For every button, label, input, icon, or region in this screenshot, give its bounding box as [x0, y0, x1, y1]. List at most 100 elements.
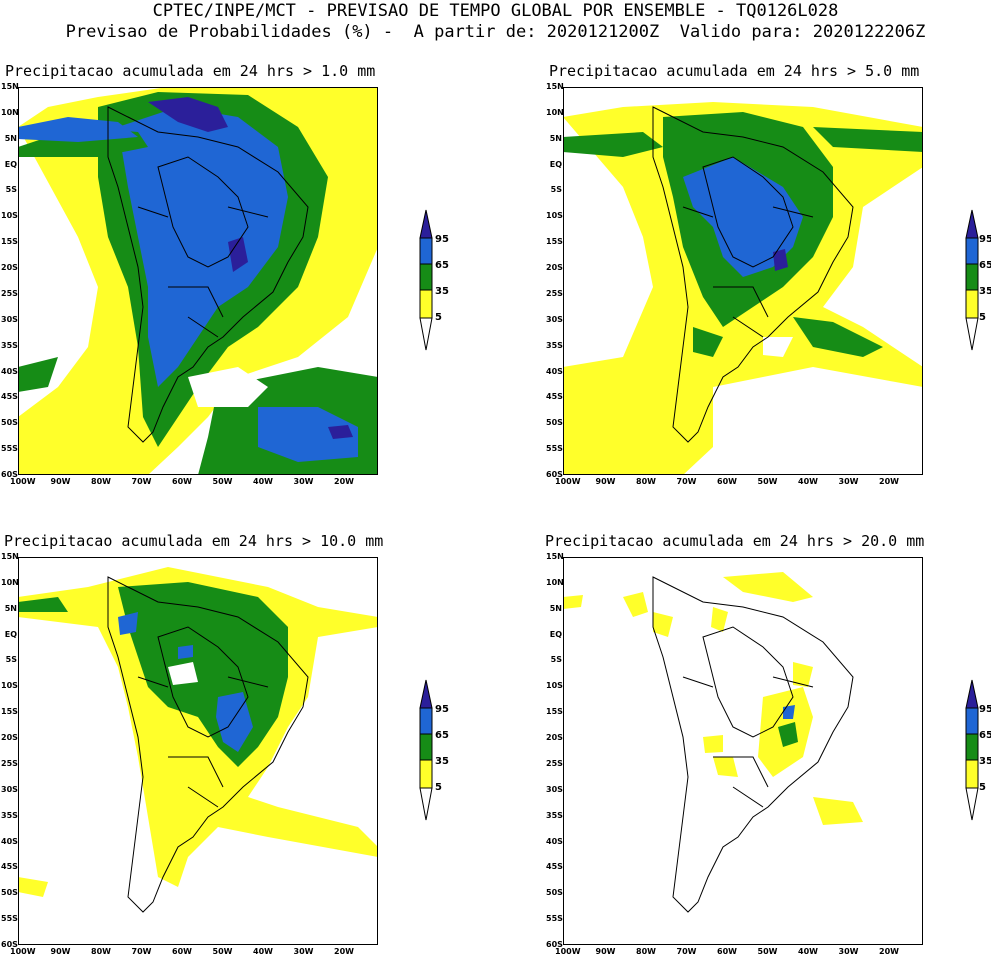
- lon-tick-label: 50W: [212, 947, 233, 956]
- lon-tick-label: 60W: [717, 947, 737, 956]
- lon-tick-label: 70W: [676, 477, 697, 486]
- colorbar-label: 95: [979, 704, 991, 715]
- lat-tick-label: 15N: [546, 82, 564, 91]
- lat-tick-label: 55S: [546, 914, 563, 924]
- lon-tick-label: 20W: [879, 947, 899, 956]
- lat-tick-label: 50S: [546, 888, 563, 898]
- lat-tick-label: 30S: [546, 314, 563, 324]
- colorbar-label: 95: [435, 234, 449, 245]
- lat-tick-label: 40S: [1, 366, 18, 376]
- lat-tick-label: 20S: [1, 733, 18, 743]
- lat-tick-label: 5N: [4, 133, 17, 143]
- lat-tick-label: 60S: [1, 470, 18, 479]
- probability-fill: [563, 572, 863, 825]
- lat-tick-label: 30S: [546, 784, 563, 794]
- lat-tick-label: 35S: [546, 340, 563, 350]
- coastline: [652, 106, 854, 443]
- colorbar-label: 95: [979, 234, 991, 245]
- lat-tick-label: 35S: [546, 810, 563, 820]
- lat-tick-label: 20S: [1, 263, 18, 273]
- lon-tick-label: 80W: [636, 477, 656, 486]
- colorbar-swatch-65: [419, 237, 433, 265]
- map-frame: [563, 87, 923, 475]
- colorbar-label: 5: [979, 782, 986, 793]
- map-panel-1mm: [18, 87, 378, 475]
- lon-tick-label: 20W: [334, 947, 354, 956]
- lat-tick-label: 5S: [5, 655, 17, 665]
- colorbar-label: 5: [435, 312, 442, 323]
- header-subtitle: Previsao de Probabilidades (%) - A parti…: [65, 22, 926, 42]
- lat-tick-label: 5N: [549, 603, 562, 613]
- lat-tick-label: 10N: [1, 107, 19, 117]
- lon-tick-label: 100W: [555, 947, 581, 956]
- panel-title-10mm: Precipitacao acumulada em 24 hrs > 10.0 …: [4, 532, 384, 550]
- lon-tick-label: 80W: [91, 477, 111, 486]
- lon-tick-label: 100W: [10, 947, 36, 956]
- lon-tick-label: 50W: [757, 947, 778, 956]
- colorbar-label: 35: [979, 286, 991, 297]
- colorbar-1: 95 65 35 5: [419, 209, 449, 351]
- map-frame: [18, 87, 378, 475]
- map-panel-5mm: [563, 87, 923, 475]
- map-panel-10mm: [18, 557, 378, 945]
- lat-tick-label: 15N: [1, 82, 19, 91]
- coastline: [652, 576, 854, 913]
- lon-tick-label: 90W: [50, 477, 71, 486]
- colorbar-3: 95 65 35 5: [419, 679, 449, 821]
- lat-tick-label: 5S: [550, 655, 562, 665]
- coastline: [107, 576, 309, 913]
- lat-tick-label: 10S: [1, 681, 18, 691]
- panel-title-5mm: Precipitacao acumulada em 24 hrs > 5.0 m…: [549, 62, 920, 80]
- lat-tick-label: 40S: [1, 836, 18, 846]
- colorbar-label: 5: [979, 312, 986, 323]
- colorbar-swatch-95: [419, 209, 433, 239]
- panel-title-20mm: Precipitacao acumulada em 24 hrs > 20.0 …: [545, 532, 925, 550]
- lat-tick-label: 15N: [1, 552, 19, 561]
- lon-tick-label: 80W: [91, 947, 111, 956]
- lon-tick-label: 60W: [717, 477, 737, 486]
- probability-fill: [18, 87, 378, 475]
- probability-fill: [563, 102, 923, 475]
- lat-tick-label: EQ: [4, 159, 17, 169]
- lat-tick-label: 5S: [5, 185, 17, 195]
- lat-tick-label: 10S: [1, 211, 18, 221]
- lat-tick-label: 35S: [1, 810, 18, 820]
- coastline: [107, 106, 309, 443]
- lat-tick-label: 15S: [1, 237, 18, 247]
- map-frame: [18, 557, 378, 945]
- lon-tick-label: 30W: [293, 947, 314, 956]
- lon-tick-label: 20W: [334, 477, 354, 486]
- lon-tick-label: 40W: [798, 947, 818, 956]
- lat-tick-label: 5S: [550, 185, 562, 195]
- lat-tick-label: 60S: [546, 470, 563, 479]
- lat-tick-label: 15S: [546, 707, 563, 717]
- map-panel-20mm: [563, 557, 923, 945]
- colorbar-label: 65: [435, 260, 449, 271]
- lon-tick-label: 100W: [10, 477, 36, 486]
- lat-tick-label: 45S: [546, 392, 563, 402]
- colorbar-label: 95: [435, 704, 449, 715]
- colorbar-4: 95 65 35 5: [965, 679, 991, 821]
- lon-tick-label: 90W: [595, 477, 616, 486]
- lon-tick-label: 50W: [757, 477, 778, 486]
- lon-tick-label: 70W: [131, 947, 152, 956]
- lat-tick-label: 15S: [546, 237, 563, 247]
- lat-tick-label: 35S: [1, 340, 18, 350]
- lat-tick-label: 50S: [1, 888, 18, 898]
- colorbar-label: 35: [435, 756, 449, 767]
- lon-tick-label: 40W: [798, 477, 818, 486]
- lat-tick-label: 50S: [546, 418, 563, 428]
- lon-tick-label: 90W: [50, 947, 71, 956]
- lat-tick-label: 60S: [1, 940, 18, 949]
- lat-tick-label: 10N: [1, 577, 19, 587]
- lon-tick-label: 90W: [595, 947, 616, 956]
- lon-tick-label: 30W: [838, 947, 859, 956]
- lat-tick-label: EQ: [549, 159, 562, 169]
- lon-tick-label: 60W: [172, 947, 192, 956]
- lat-tick-label: 20S: [546, 733, 563, 743]
- lat-tick-label: 50S: [1, 418, 18, 428]
- lon-tick-label: 40W: [253, 947, 273, 956]
- lat-tick-label: 30S: [1, 314, 18, 324]
- lat-tick-label: 5N: [549, 133, 562, 143]
- lon-tick-label: 40W: [253, 477, 273, 486]
